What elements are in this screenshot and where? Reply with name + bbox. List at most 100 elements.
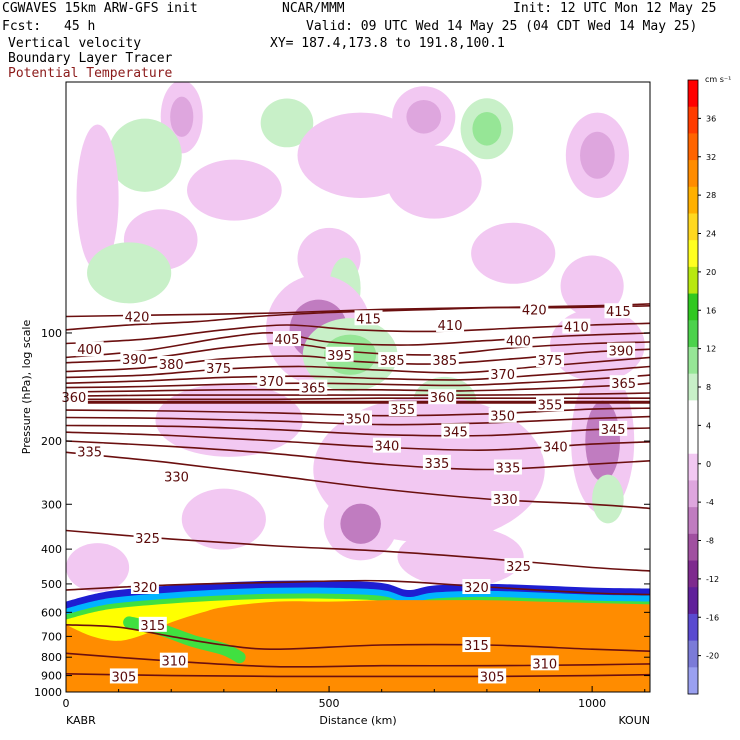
theta-label-400: 400: [506, 335, 531, 350]
theta-label-385: 385: [380, 354, 405, 369]
w-blob-7: [76, 124, 119, 271]
colorbar-swatch-15: [688, 480, 698, 508]
colorbar-swatch-0: [688, 80, 698, 108]
theta-label-370: 370: [259, 375, 284, 390]
theta-label-380: 380: [159, 358, 184, 373]
theta-label-bg-27: [441, 423, 470, 439]
x-tick-label-0: 0: [63, 697, 70, 710]
w-blob-4: [108, 118, 182, 192]
colorbar-swatch-1: [688, 106, 698, 134]
theta-label-365: 365: [611, 377, 636, 392]
colorbar-tick-label--20: -20: [706, 652, 719, 661]
theta-label-345: 345: [601, 423, 626, 438]
w-blob-core-3: [472, 112, 502, 146]
colorbar-swatch-12: [688, 400, 698, 428]
theta-label-350: 350: [490, 410, 515, 425]
theta-label-330: 330: [164, 470, 189, 485]
theta-label-310: 310: [532, 657, 557, 672]
theta-label-bg-7: [75, 341, 104, 357]
colorbar-tick-label-20: 20: [706, 268, 716, 277]
y-axis-label: Pressure (hPa), log scale: [20, 320, 33, 455]
org-label: NCAR/MMM: [282, 1, 345, 16]
colorbar-tick-label-16: 16: [706, 306, 716, 315]
left-endpoint-label: KABR: [66, 714, 96, 727]
theta-contour-380: [66, 374, 650, 389]
theta-label-395: 395: [327, 349, 352, 364]
theta-label-bg-21: [59, 389, 88, 405]
w-blob-23: [181, 488, 266, 550]
theta-label-325: 325: [506, 560, 531, 575]
theta-label-340: 340: [375, 440, 400, 455]
theta-label-bg-37: [504, 558, 533, 574]
w-blob-core-1: [406, 100, 442, 134]
x-tick-label-500: 500: [319, 697, 340, 710]
y-tick-label-200: 200: [41, 435, 62, 448]
theta-label-390: 390: [609, 345, 634, 360]
theta-label-390: 390: [122, 353, 147, 368]
colorbar-tick-label-36: 36: [706, 114, 716, 123]
colorbar-swatch-18: [688, 560, 698, 588]
theta-label-bg-25: [344, 410, 372, 426]
colorbar-swatch-21: [688, 640, 698, 668]
y-tick-label-500: 500: [41, 578, 62, 591]
theta-label-bg-2: [354, 310, 383, 326]
theta-label-bg-1: [520, 301, 549, 317]
theta-contour-365: [66, 397, 650, 401]
theta-label-bg-5: [562, 318, 591, 334]
theta-contour-320: [66, 579, 650, 596]
theta-label-bg-10: [120, 350, 149, 366]
right-endpoint-label: KOUN: [618, 714, 650, 727]
colorbar-swatch-8: [688, 293, 698, 321]
theta-label-bg-6: [272, 331, 301, 347]
y-tick-label-600: 600: [41, 606, 62, 619]
colorbar-unit: cm s⁻¹: [705, 75, 731, 84]
theta-label-bg-12: [378, 352, 407, 368]
y-tick-label-900: 900: [41, 670, 62, 683]
y-tick-label-700: 700: [41, 630, 62, 643]
theta-label-bg-9: [325, 346, 354, 362]
theta-label-bg-44: [109, 668, 138, 684]
colorbar-swatch-6: [688, 240, 698, 268]
theta-label-320: 320: [464, 581, 489, 596]
field-boundary-layer-tracer: Boundary Layer Tracer: [8, 51, 173, 66]
theta-label-bg-19: [299, 379, 328, 395]
theta-label-330: 330: [493, 493, 518, 508]
colorbar-swatch-11: [688, 373, 698, 401]
colorbar-swatch-22: [688, 667, 698, 695]
theta-contour-305: [66, 673, 650, 678]
model-title: CGWAVES 15km ARW-GFS init: [2, 1, 198, 16]
field-potential-temperature: Potential Temperature: [8, 66, 173, 81]
theta-label-355: 355: [538, 398, 563, 413]
colorbar-tick-label--16: -16: [706, 613, 719, 622]
colorbar-tick-label-8: 8: [706, 383, 711, 392]
w-blob-core-6: [580, 131, 615, 179]
theta-label-415: 415: [356, 312, 381, 327]
theta-label-305: 305: [480, 670, 505, 685]
colorbar-swatch-19: [688, 587, 698, 615]
theta-label-335: 335: [77, 446, 102, 461]
colorbar-tick-label-28: 28: [706, 191, 716, 200]
valid-time: Valid: 09 UTC Wed 14 May 25 (04 CDT Wed …: [306, 19, 698, 34]
colorbar-swatch-3: [688, 160, 698, 188]
forecast-hour: 45 h: [64, 19, 96, 34]
theta-label-410: 410: [438, 319, 463, 334]
theta-contour-390: [66, 356, 650, 379]
colorbar-tick-label-12: 12: [706, 345, 716, 354]
colorbar-swatch-13: [688, 427, 698, 455]
theta-label-bg-22: [428, 389, 457, 405]
theta-label-415: 415: [606, 305, 631, 320]
theta-label-410: 410: [564, 321, 589, 336]
w-blob-26: [66, 543, 130, 592]
theta-label-bg-31: [75, 443, 104, 459]
y-tick-label-300: 300: [41, 498, 62, 511]
theta-label-bg-20: [609, 375, 638, 391]
w-blob-9: [386, 145, 482, 219]
theta-label-355: 355: [390, 403, 415, 418]
colorbar-swatch-16: [688, 507, 698, 535]
colorbar-tick-label-24: 24: [706, 230, 716, 239]
theta-label-bg-26: [488, 407, 517, 423]
theta-label-bg-40: [138, 616, 167, 632]
w-blob-25: [592, 474, 624, 524]
colorbar-swatch-7: [688, 266, 698, 295]
